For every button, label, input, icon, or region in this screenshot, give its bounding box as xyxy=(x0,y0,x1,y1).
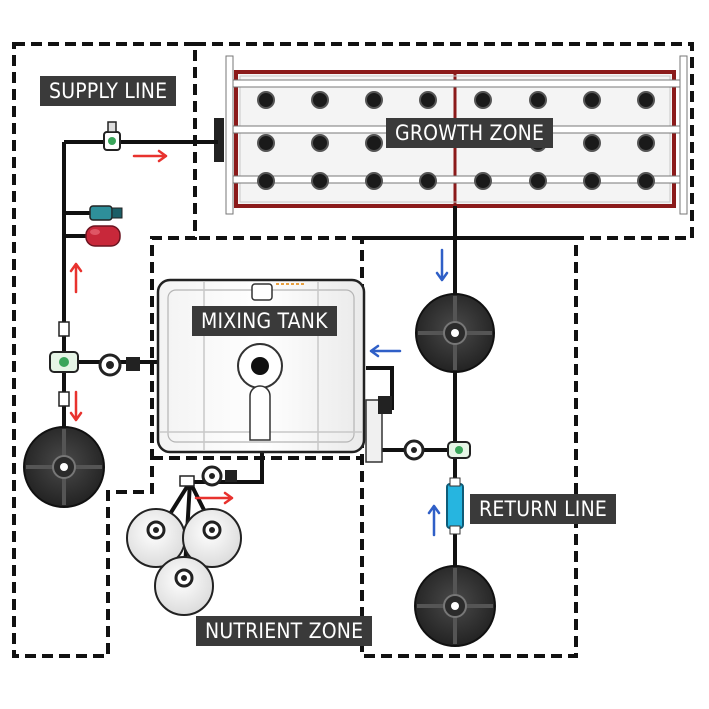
growth-zone-label: GROWTH ZONE xyxy=(386,118,554,148)
return-reservoir xyxy=(414,565,496,647)
supply-pump xyxy=(98,353,140,377)
fittings xyxy=(49,121,471,535)
nutrient-containers xyxy=(126,508,242,616)
drain-reservoir xyxy=(415,293,495,373)
flow-arrow-supply-to-growth xyxy=(132,149,168,163)
pressure-sensor xyxy=(89,205,123,221)
flow-arrow-return-up xyxy=(427,504,441,537)
flow-arrow-return-to-tank xyxy=(369,344,402,358)
flow-arrow-nutrient xyxy=(194,491,234,505)
net-pots xyxy=(257,91,655,190)
zone-boundaries xyxy=(12,42,694,658)
supply-tee xyxy=(49,351,79,373)
flow-arrow-drain-down xyxy=(435,248,449,282)
uv-filter xyxy=(446,477,464,535)
supply-line-zone-border xyxy=(12,42,197,658)
supply-valve xyxy=(103,121,121,151)
nutrient-zone-label: NUTRIENT ZONE xyxy=(196,616,373,646)
mixing-tank-label: MIXING TANK xyxy=(192,306,337,336)
supply-line-label: SUPPLY LINE xyxy=(40,76,177,106)
nutrient-container-c xyxy=(154,556,214,616)
return-valve-assembly xyxy=(365,396,471,463)
flow-arrow-supply-down xyxy=(69,390,83,422)
pressure-tank xyxy=(85,225,121,247)
supply-reservoir xyxy=(23,426,105,508)
return-line-zone-border xyxy=(360,236,578,658)
nutrient-container-b xyxy=(182,508,242,568)
return-line-label: RETURN LINE xyxy=(470,494,617,524)
dosing-pump xyxy=(179,465,237,487)
growth-zone-border xyxy=(195,42,694,240)
flow-arrow-supply-up xyxy=(69,262,83,294)
flow-arrows xyxy=(69,149,449,537)
growth-trays xyxy=(214,55,688,215)
